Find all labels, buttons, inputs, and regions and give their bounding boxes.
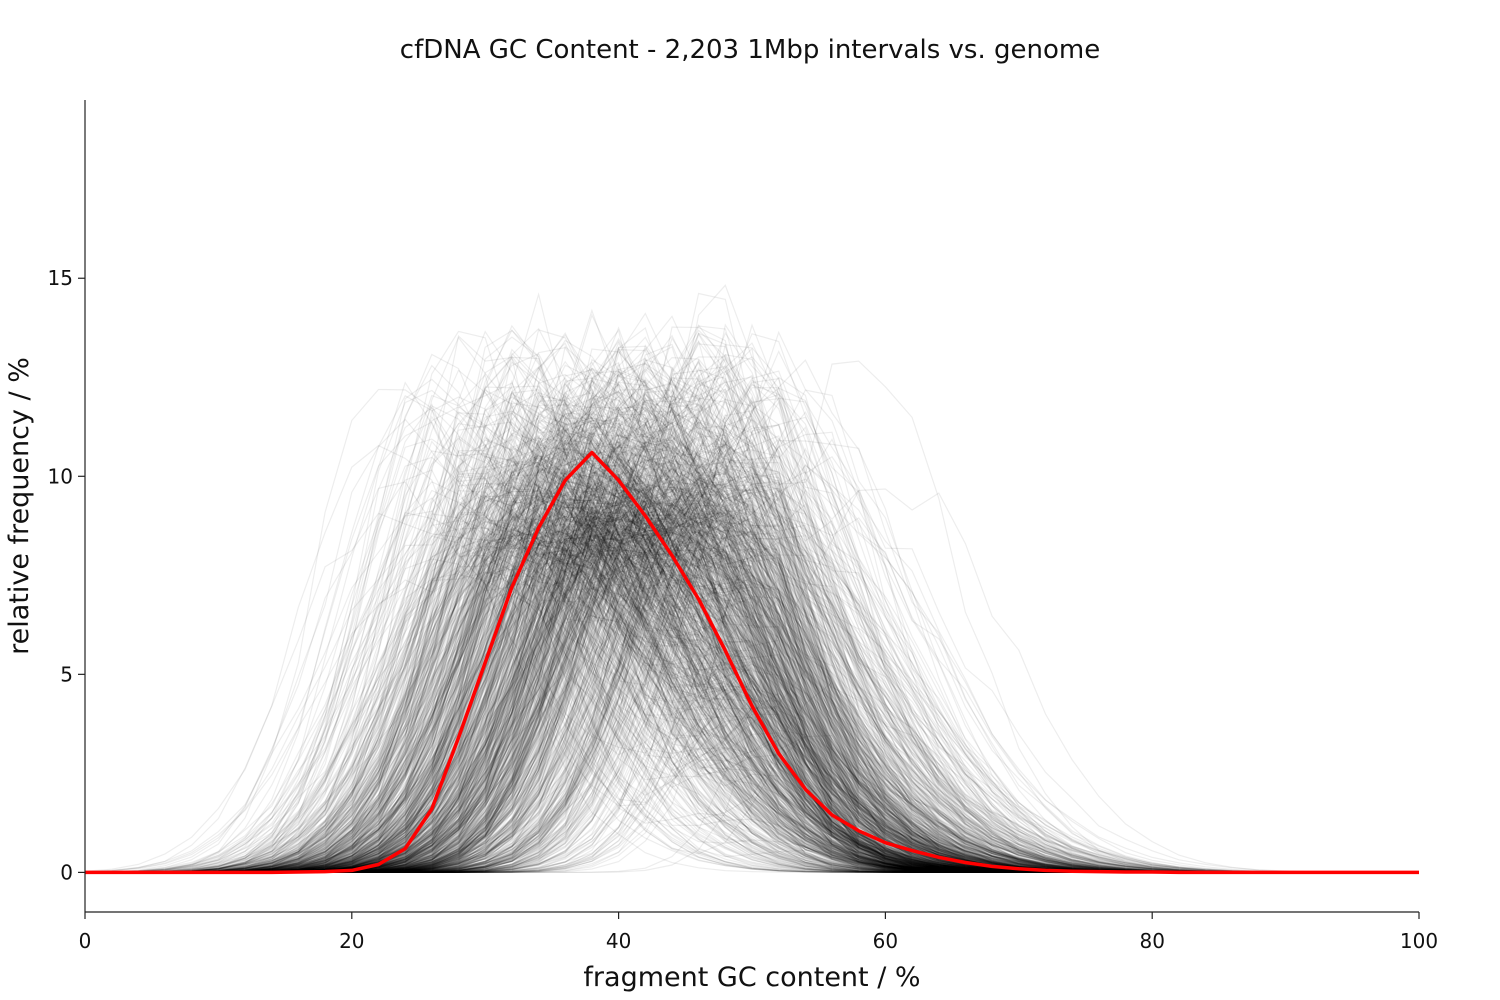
x-tick-label: 40 — [606, 929, 631, 953]
y-tick-label: 10 — [48, 464, 73, 488]
x-tick-label: 20 — [339, 929, 364, 953]
x-tick-label: 0 — [79, 929, 92, 953]
x-tick-label: 80 — [1139, 929, 1164, 953]
chart-title: cfDNA GC Content - 2,203 1Mbp intervals … — [400, 35, 1100, 65]
y-axis-label: relative frequency / % — [4, 357, 35, 655]
genome-curve — [85, 450, 1419, 875]
x-tick-label: 100 — [1400, 929, 1438, 953]
x-axis-label: fragment GC content / % — [583, 962, 920, 993]
y-tick-label: 15 — [48, 266, 73, 290]
x-tick-label: 60 — [873, 929, 898, 953]
y-tick-label: 5 — [60, 662, 73, 686]
y-tick-label: 0 — [60, 860, 73, 884]
genome-curve-group — [85, 450, 1419, 875]
axes: 0 20 40 60 80 100 0 5 10 15 — [48, 100, 1438, 953]
interval-curves — [84, 284, 1420, 873]
